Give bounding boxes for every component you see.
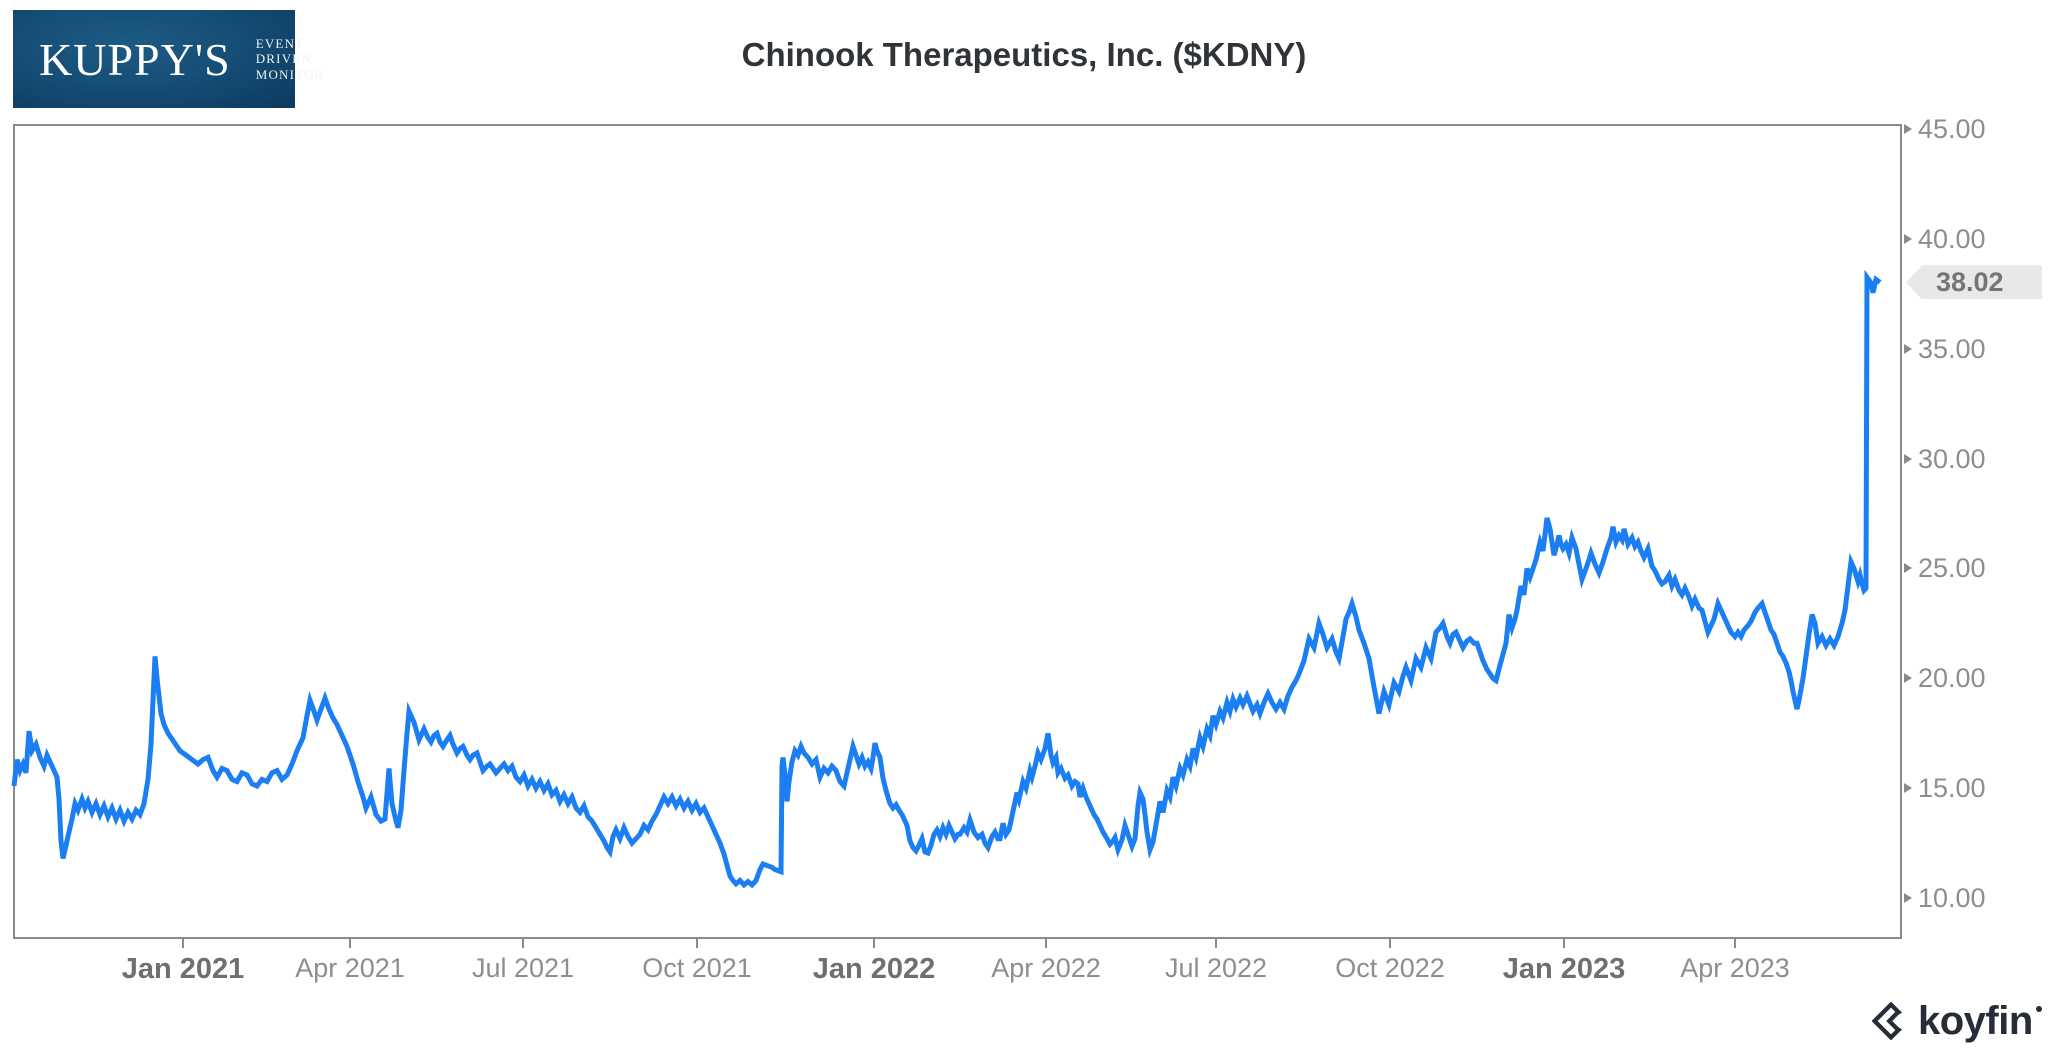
y-axis-tick <box>1904 893 1912 904</box>
x-axis-tick <box>522 939 524 948</box>
kuppys-logo: KUPPY'S EVENT DRIVEN MONITOR <box>13 10 323 108</box>
logo-subtitle-line: EVENT <box>255 35 305 51</box>
y-axis-tick <box>1904 453 1912 464</box>
y-axis-tick <box>1904 783 1912 794</box>
x-axis-label: Oct 2021 <box>642 953 752 983</box>
y-axis-label: 20.00 <box>1918 663 1986 694</box>
y-axis-label: 30.00 <box>1918 443 1986 474</box>
x-axis-tick <box>349 939 351 948</box>
x-axis-tick <box>1734 939 1736 948</box>
koyfin-watermark: koyfin <box>1872 998 2042 1044</box>
y-axis-tick <box>1904 673 1912 684</box>
koyfin-trademark-dot <box>2035 1006 2042 1012</box>
y-axis-label: 25.00 <box>1918 553 1986 584</box>
x-axis-label: Apr 2021 <box>295 953 405 983</box>
x-axis-label: Apr 2023 <box>1680 953 1790 983</box>
y-axis-label: 40.00 <box>1918 223 1986 254</box>
x-axis-tick <box>873 939 875 948</box>
koyfin-wordmark: koyfin <box>1918 998 2033 1043</box>
x-axis-label: Jul 2021 <box>471 953 575 983</box>
x-axis-tick <box>696 939 698 948</box>
price-line <box>11 269 1882 889</box>
logo-subtitle-line: MONITOR <box>255 66 325 82</box>
x-axis-tick <box>1045 939 1047 948</box>
x-axis-label: Jan 2023 <box>1502 953 1626 985</box>
koyfin-diamond-icon <box>1872 1002 1910 1040</box>
y-axis-label: 35.00 <box>1918 333 1986 364</box>
y-axis-tick <box>1904 343 1912 354</box>
y-axis-label: 15.00 <box>1918 773 1986 804</box>
x-axis-tick <box>1563 939 1565 948</box>
last-price-tag: 38.02 <box>1906 265 2042 300</box>
x-axis-label: Jan 2021 <box>121 953 245 985</box>
plot-area <box>13 124 1902 939</box>
y-axis-tick <box>1904 233 1912 244</box>
y-axis-tick <box>1904 563 1912 574</box>
x-axis-label: Jan 2022 <box>812 953 936 985</box>
x-axis-tick <box>182 939 184 948</box>
x-axis-label: Oct 2022 <box>1335 953 1445 983</box>
kuppys-logo-wordmark: KUPPY'S <box>39 33 231 85</box>
chart-title: Chinook Therapeutics, Inc. ($KDNY) <box>741 36 1307 73</box>
y-axis-label: 45.00 <box>1918 114 1986 144</box>
y-axis-label: 10.00 <box>1918 883 1986 914</box>
x-axis-label: Jul 2022 <box>1164 953 1268 983</box>
logo-subtitle: EVENT DRIVEN MONITOR <box>256 36 325 83</box>
x-axis-tick <box>1215 939 1217 948</box>
x-axis-label: Apr 2022 <box>991 953 1101 983</box>
y-axis-tick <box>1904 124 1912 134</box>
x-axis-tick <box>1389 939 1391 948</box>
logo-subtitle-line: DRIVEN <box>255 51 313 67</box>
